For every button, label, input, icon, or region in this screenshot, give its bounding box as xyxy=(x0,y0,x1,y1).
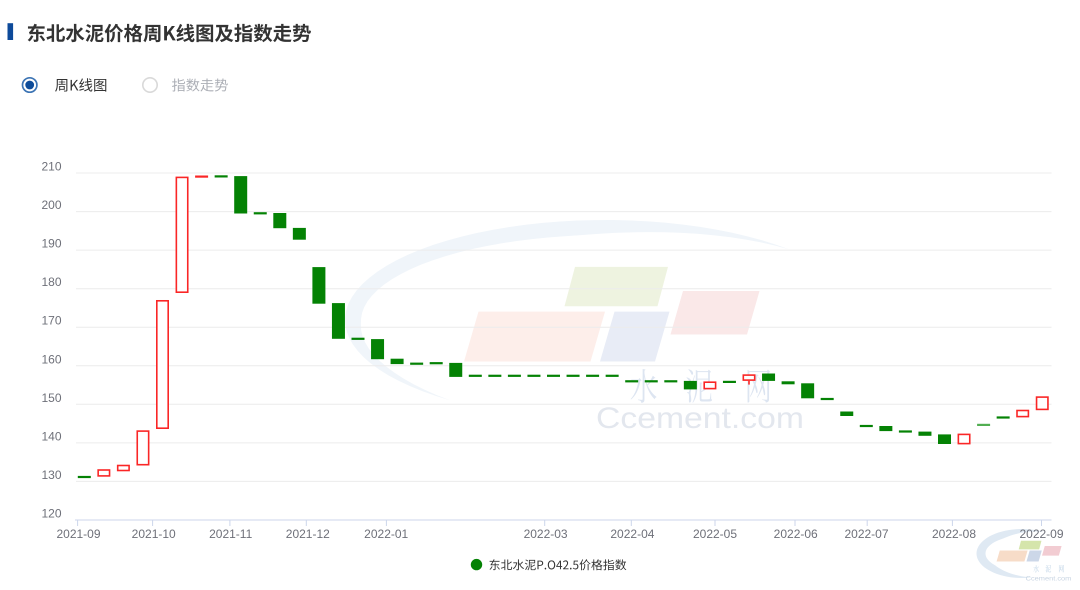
svg-text:2022-08: 2022-08 xyxy=(932,527,976,541)
svg-text:2021-10: 2021-10 xyxy=(132,527,176,541)
svg-text:130: 130 xyxy=(41,468,61,482)
svg-text:160: 160 xyxy=(41,352,61,366)
svg-text:Ccement.com: Ccement.com xyxy=(596,402,804,435)
svg-text:170: 170 xyxy=(41,314,61,328)
svg-text:210: 210 xyxy=(41,160,61,174)
svg-text:2021-11: 2021-11 xyxy=(209,527,252,541)
svg-text:2021-09: 2021-09 xyxy=(56,527,100,541)
svg-text:2022-09: 2022-09 xyxy=(1019,527,1063,541)
svg-text:140: 140 xyxy=(41,429,61,443)
svg-text:2022-03: 2022-03 xyxy=(524,527,568,541)
svg-text:120: 120 xyxy=(41,507,61,521)
svg-text:150: 150 xyxy=(41,391,61,405)
svg-text:2022-05: 2022-05 xyxy=(693,527,737,541)
svg-text:180: 180 xyxy=(41,275,61,289)
svg-text:2022-04: 2022-04 xyxy=(610,527,654,541)
svg-text:190: 190 xyxy=(41,237,61,251)
svg-text:2022-06: 2022-06 xyxy=(774,527,818,541)
svg-text:2021-12: 2021-12 xyxy=(286,527,330,541)
svg-text:2022-07: 2022-07 xyxy=(844,527,888,541)
svg-text:200: 200 xyxy=(41,198,61,212)
svg-text:2022-01: 2022-01 xyxy=(364,527,408,541)
svg-text:Ccement.com: Ccement.com xyxy=(1026,575,1072,582)
